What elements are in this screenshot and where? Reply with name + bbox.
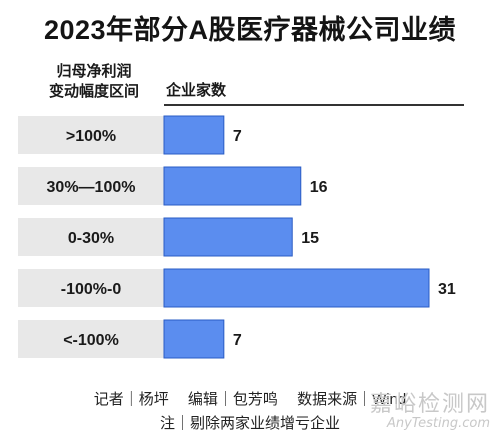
category-band [18,269,164,307]
category-axis-header: 归母净利润 变动幅度区间 [34,62,154,102]
category-band [18,116,164,154]
category-label: >100% [66,128,116,145]
bar-value-label: 7 [233,332,242,349]
category-label: 0-30% [68,230,114,247]
bar-value-label: 7 [233,128,242,145]
watermark: 嘉峪检测网 AnyTesting.com [370,386,490,431]
category-band [18,218,164,256]
bar-value-label: 15 [301,230,319,247]
bar [163,166,302,206]
category-label: <-100% [63,332,119,349]
bar [163,217,293,257]
chart-title: 2023年部分A股医疗器械公司业绩 [43,15,457,45]
category-header-line1: 归母净利润 [56,63,132,80]
value-axis-header: 企业家数 [166,82,227,99]
bar [163,115,225,155]
bar [163,268,430,308]
category-label: 30%—100% [47,179,136,196]
category-header-line2: 变动幅度区间 [48,83,139,100]
header-divider [164,104,464,106]
category-label: -100%-0 [61,281,122,298]
credits-line: 记者｜杨坪 编辑｜包芳鸣 数据来源｜Wind [93,391,407,408]
watermark-main: 嘉峪检测网 [369,392,490,417]
bar-value-label: 31 [438,281,456,298]
watermark-sub: AnyTesting.com [386,416,490,431]
bar [163,319,225,359]
category-band [18,167,164,205]
category-band [18,320,164,358]
note-line: 注｜剔除两家业绩增亏企业 [159,415,340,432]
bar-value-label: 16 [310,179,328,196]
